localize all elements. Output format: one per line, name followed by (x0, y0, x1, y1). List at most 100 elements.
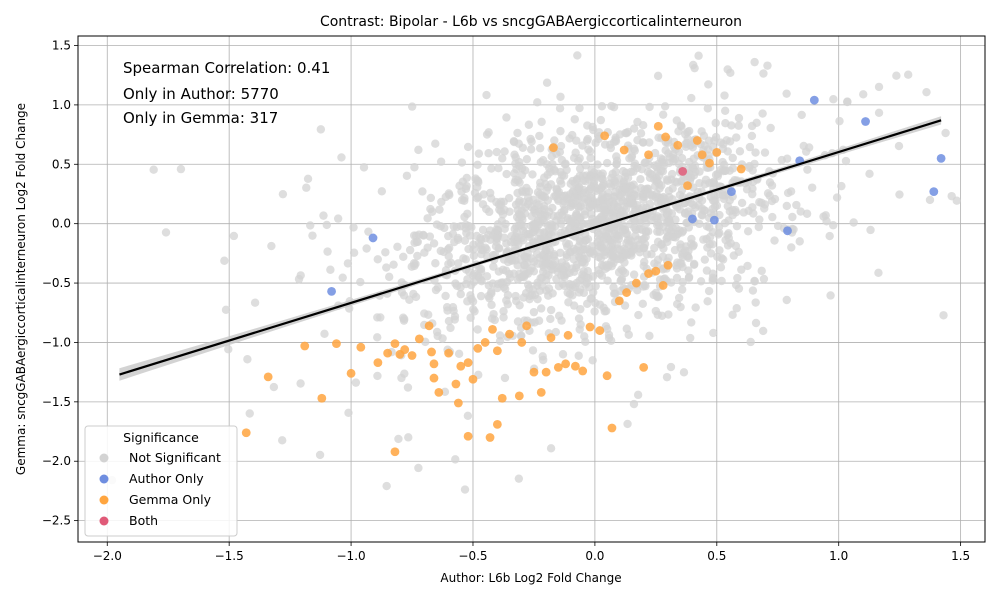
not-significant-point (224, 345, 233, 354)
not-significant-point (631, 231, 640, 240)
gemma-only-point (661, 132, 670, 142)
not-significant-point (748, 203, 757, 212)
not-significant-point (436, 157, 446, 166)
not-significant-point (629, 399, 639, 409)
not-significant-point (549, 260, 558, 269)
not-significant-point (728, 153, 737, 163)
not-significant-point (438, 334, 447, 343)
not-significant-point (574, 351, 583, 360)
not-significant-point (647, 190, 657, 199)
not-significant-point (558, 350, 568, 359)
not-significant-point (575, 237, 585, 246)
not-significant-point (393, 242, 402, 251)
not-significant-point (755, 215, 764, 224)
not-significant-point (751, 148, 760, 157)
not-significant-point (782, 154, 792, 163)
annotation-gemma-only: Only in Gemma: 317 (123, 109, 278, 127)
not-significant-point (732, 221, 742, 231)
not-significant-point (500, 373, 510, 383)
not-significant-point (538, 352, 547, 361)
gemma-only-point (485, 433, 495, 442)
not-significant-point (826, 291, 835, 300)
not-significant-point (602, 227, 611, 237)
not-significant-point (684, 126, 694, 136)
gemma-only-point (453, 398, 463, 408)
not-significant-point (404, 433, 413, 442)
not-significant-point (534, 200, 543, 210)
gemma-only-point (644, 150, 653, 160)
not-significant-point (580, 210, 590, 219)
not-significant-point (581, 235, 591, 245)
not-significant-point (743, 261, 752, 271)
not-significant-point (688, 242, 698, 251)
not-significant-point (373, 333, 382, 342)
not-significant-point (513, 261, 522, 270)
not-significant-point (176, 164, 186, 174)
not-significant-point (349, 248, 359, 257)
not-significant-point (525, 283, 534, 293)
not-significant-point (719, 139, 728, 149)
not-significant-point (865, 169, 874, 179)
not-significant-point (591, 138, 600, 148)
not-significant-point (541, 245, 551, 255)
not-significant-point (467, 223, 476, 232)
not-significant-point (660, 102, 670, 111)
not-significant-point (656, 154, 666, 163)
gemma-only-point (429, 373, 439, 383)
not-significant-point (600, 140, 610, 149)
not-significant-point (547, 152, 556, 161)
gemma-only-point (434, 387, 444, 397)
not-significant-point (688, 143, 698, 152)
not-significant-point (542, 78, 552, 87)
gemma-only-point (400, 345, 410, 354)
legend-entry-both: Both (129, 513, 158, 528)
not-significant-point (583, 121, 592, 130)
not-significant-point (925, 195, 935, 205)
not-significant-point (556, 248, 565, 257)
not-significant-point (682, 138, 692, 148)
not-significant-point (597, 193, 607, 202)
not-significant-point (503, 290, 513, 300)
legend-marker-both (99, 516, 109, 526)
not-significant-point (666, 362, 676, 372)
not-significant-point (653, 212, 662, 221)
not-significant-point (546, 444, 556, 453)
not-significant-point (585, 247, 595, 257)
not-significant-point (703, 104, 713, 113)
not-significant-point (941, 128, 950, 138)
gemma-only-point (697, 150, 707, 160)
not-significant-point (555, 147, 565, 157)
not-significant-point (590, 307, 599, 316)
not-significant-point (349, 223, 358, 232)
not-significant-point (586, 184, 595, 193)
not-significant-point (514, 198, 523, 207)
not-significant-point (517, 220, 526, 229)
author-only-point (727, 187, 736, 197)
not-significant-point (429, 239, 439, 248)
gemma-only-point (673, 140, 683, 150)
not-significant-point (476, 267, 486, 276)
not-significant-point (469, 271, 478, 280)
not-significant-point (849, 218, 858, 227)
not-significant-point (452, 281, 462, 291)
not-significant-point (319, 211, 328, 220)
not-significant-point (617, 274, 627, 284)
not-significant-point (633, 117, 642, 127)
gemma-only-point (658, 281, 668, 290)
not-significant-point (629, 124, 639, 133)
regression-line-group (119, 119, 942, 376)
not-significant-point (589, 168, 599, 177)
not-significant-point (630, 146, 639, 155)
not-significant-point (303, 174, 313, 184)
not-significant-point (645, 331, 654, 341)
not-significant-point (601, 208, 611, 217)
not-significant-point (947, 191, 956, 201)
gemma-only-point (644, 269, 653, 278)
not-significant-point (586, 209, 596, 219)
gemma-only-point (600, 131, 610, 141)
not-significant-point (469, 305, 478, 314)
not-significant-point (533, 98, 542, 107)
not-significant-point (454, 259, 463, 268)
not-significant-point (552, 185, 562, 195)
gemma-only-point (444, 348, 454, 358)
